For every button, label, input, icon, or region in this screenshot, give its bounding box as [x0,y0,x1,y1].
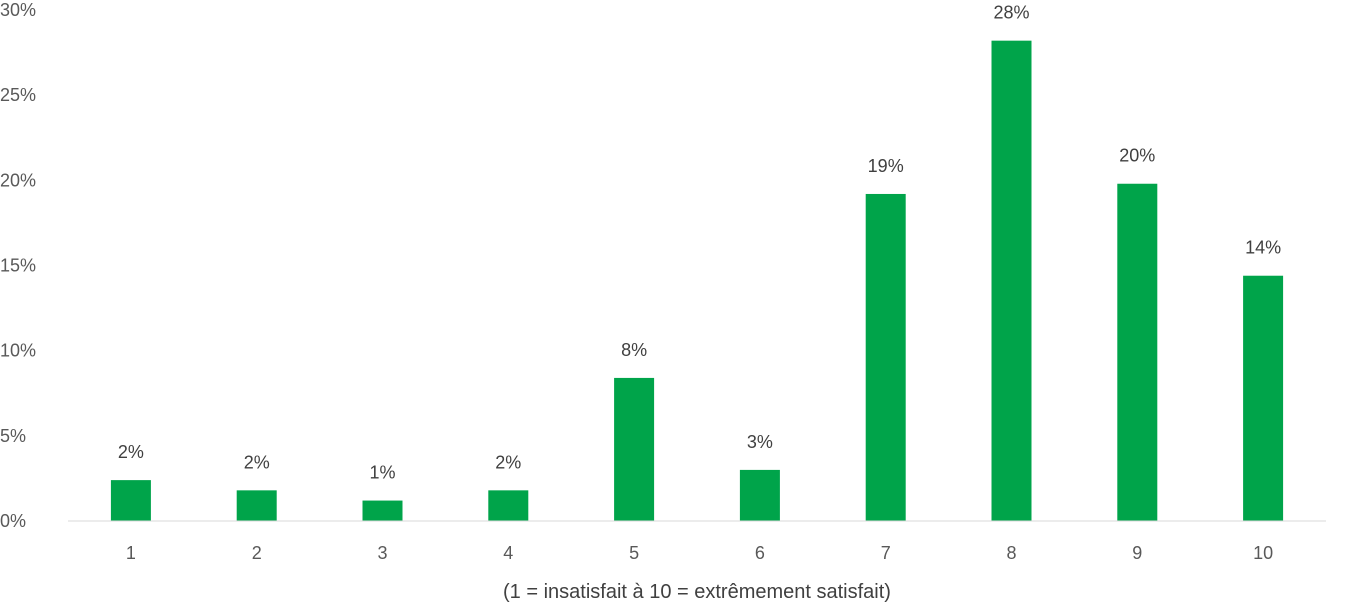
bar [991,40,1032,521]
bar [865,193,906,521]
bars [110,40,1284,522]
x-tick-label: 5 [629,543,639,563]
data-label: 28% [993,3,1029,23]
data-label: 19% [868,156,904,176]
y-tick-label: 0% [0,511,26,531]
x-tick-label: 10 [1253,543,1273,563]
bar [236,490,277,521]
bar [488,490,529,521]
bar [1243,275,1284,521]
x-tick-label: 6 [755,543,765,563]
data-label: 20% [1119,146,1155,166]
data-label: 3% [747,432,773,452]
bar [739,469,780,521]
bar [362,500,403,521]
x-tick-label: 1 [126,543,136,563]
y-tick-label: 20% [0,170,36,190]
bar [1117,183,1158,522]
x-tick-label: 2 [252,543,262,563]
y-axis-tick-labels: 0% 5% 10% 15% 20% 25% 30% [0,0,36,531]
data-label: 2% [244,452,270,472]
x-tick-label: 4 [503,543,513,563]
data-label: 2% [495,452,521,472]
data-label: 14% [1245,238,1281,258]
y-tick-label: 30% [0,0,36,20]
x-tick-label: 9 [1132,543,1142,563]
y-tick-label: 15% [0,256,36,276]
bar [110,480,151,521]
y-tick-label: 10% [0,341,36,361]
data-label: 8% [621,340,647,360]
bar [614,377,655,521]
x-tick-label: 7 [881,543,891,563]
x-tick-label: 3 [377,543,387,563]
data-label: 2% [118,442,144,462]
x-tick-label: 8 [1006,543,1016,563]
y-tick-label: 25% [0,85,36,105]
y-tick-label: 5% [0,426,26,446]
x-axis-tick-labels: 1 2 3 4 5 6 7 8 9 10 [126,543,1273,563]
x-axis-title: (1 = insatisfait à 10 = extrêmement sati… [503,581,891,603]
data-label: 1% [369,463,395,483]
data-labels: 2% 2% 1% 2% 8% 3% 19% 28% 20% 14% [118,3,1281,483]
